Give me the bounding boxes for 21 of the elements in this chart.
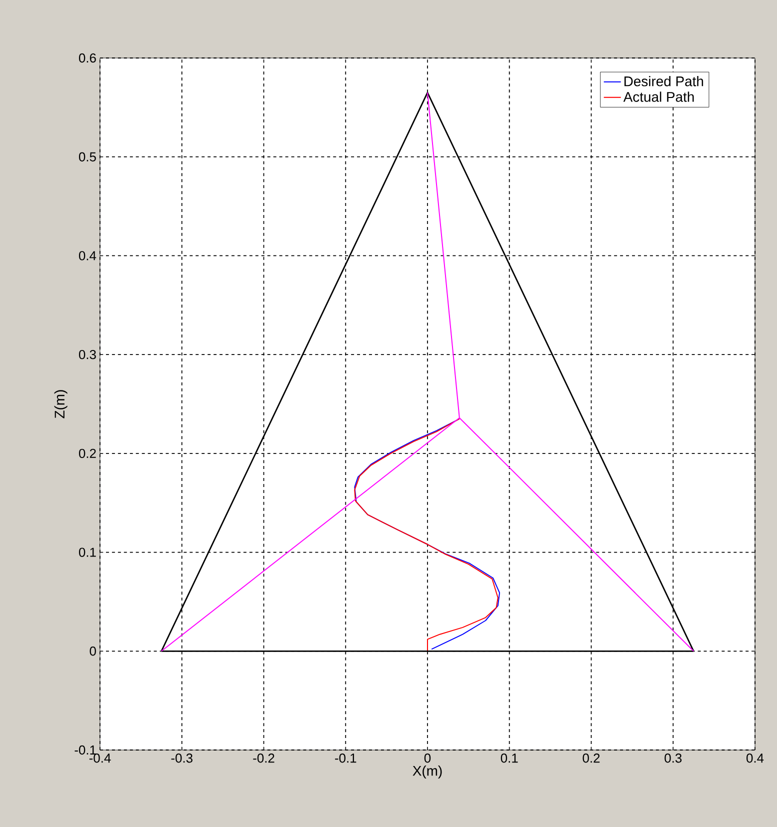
x-tick-label: -0.2 <box>253 754 274 763</box>
x-axis-title: X(m) <box>412 766 442 779</box>
y-tick-label: 0 <box>90 646 96 656</box>
x-tick-label: 0.2 <box>582 754 600 763</box>
x-tick-label: 0 <box>424 754 431 763</box>
y-axis-title: Z(m) <box>54 390 68 418</box>
legend-label: Actual Path <box>623 92 694 102</box>
y-tick-label: 0.1 <box>78 548 96 557</box>
x-tick-label: 0.3 <box>664 754 682 763</box>
x-tick-label: -0.4 <box>89 754 111 763</box>
y-tick-label: -0.1 <box>74 745 96 755</box>
x-tick-label: 0.1 <box>500 754 518 763</box>
y-tick-label: 0.3 <box>78 350 96 360</box>
legend-label: Desired Path <box>624 76 704 86</box>
y-tick-label: 0.6 <box>78 53 96 63</box>
y-tick-label: 0.4 <box>78 251 96 260</box>
x-tick-label: -0.1 <box>335 754 356 763</box>
x-tick-label: 0.4 <box>746 754 764 763</box>
y-tick-label: 0.5 <box>78 152 96 162</box>
x-tick-label: -0.3 <box>171 754 192 763</box>
y-tick-label: 0.2 <box>78 448 96 458</box>
